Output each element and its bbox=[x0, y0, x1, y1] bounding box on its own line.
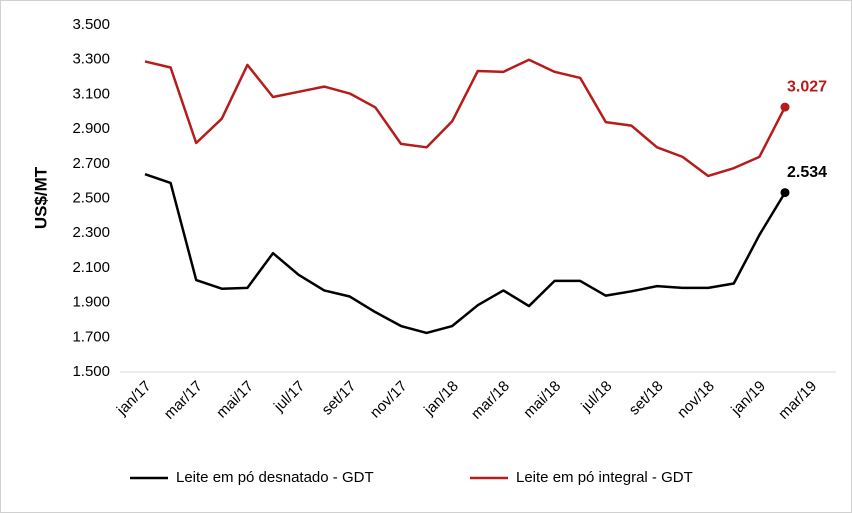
y-tick-label: 2.900 bbox=[72, 120, 110, 137]
line-series bbox=[144, 58, 787, 178]
data-label: 2.534 bbox=[787, 164, 827, 181]
y-tick-label: 3.500 bbox=[72, 16, 110, 33]
legend-label: Leite em pó integral - GDT bbox=[516, 469, 693, 486]
y-tick-label: 2.300 bbox=[72, 224, 110, 241]
data-point bbox=[780, 188, 790, 198]
data-label: 3.027 bbox=[787, 78, 827, 95]
y-tick-label: 2.500 bbox=[72, 189, 110, 206]
data-point bbox=[780, 102, 790, 112]
y-tick-label: 2.100 bbox=[72, 259, 110, 276]
y-axis-title: US$/MT bbox=[31, 166, 50, 229]
legend-label: Leite em pó desnatado - GDT bbox=[176, 469, 374, 486]
y-tick-label: 1.500 bbox=[72, 363, 110, 380]
line-series bbox=[144, 173, 787, 335]
y-tick-label: 2.700 bbox=[72, 155, 110, 172]
y-tick-label: 1.900 bbox=[72, 294, 110, 311]
y-tick-label: 3.300 bbox=[72, 51, 110, 68]
y-tick-label: 3.100 bbox=[72, 85, 110, 102]
y-tick-label: 1.700 bbox=[72, 328, 110, 345]
